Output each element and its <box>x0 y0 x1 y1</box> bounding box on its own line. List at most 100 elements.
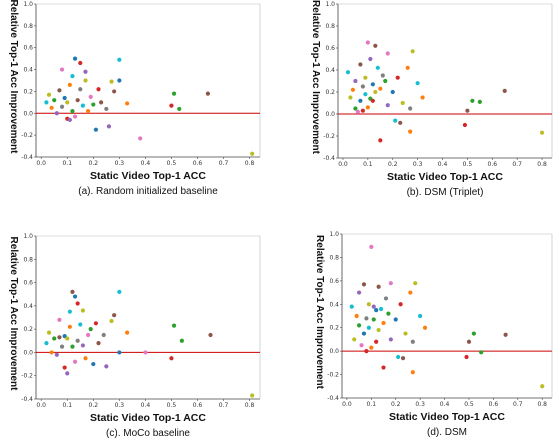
scatter-point <box>49 350 54 355</box>
scatter-point <box>371 317 376 322</box>
scatter-point <box>78 60 83 66</box>
scatter-point <box>373 43 378 48</box>
scatter-point <box>364 316 369 321</box>
scatter-point <box>365 40 370 45</box>
scatter-point <box>380 73 385 78</box>
scatter-point <box>352 337 357 342</box>
scatter-point <box>52 336 57 341</box>
x-tick-label: 0.4 <box>440 401 450 408</box>
scatter-point <box>106 124 112 129</box>
y-axis-label: Relative Top-1 Acc Improvement <box>314 235 325 390</box>
scatter-point <box>370 82 375 87</box>
scatter-point <box>360 84 365 89</box>
x-tick-label: 0.5 <box>167 402 177 409</box>
x-tick-label: 0.1 <box>62 160 72 167</box>
scatter-point <box>370 98 375 103</box>
scatter-point <box>345 70 351 75</box>
y-axis-label: Relative Top-1 Acc Improvement <box>8 237 19 392</box>
scatter-point <box>125 330 130 335</box>
scatter-point <box>410 339 415 344</box>
scatter-point <box>205 91 211 96</box>
scatter-point <box>398 302 403 307</box>
scatter-point <box>62 365 67 370</box>
scatter-point <box>471 331 476 336</box>
x-tick-label: 0.3 <box>115 160 125 167</box>
y-tick-label: 0.6 <box>329 278 339 285</box>
panel-caption: (c). MoCo baseline <box>106 428 190 439</box>
scatter-point <box>462 122 468 128</box>
scatter-point <box>177 106 182 112</box>
scatter-point <box>70 74 75 79</box>
y-tick-label: -0.2 <box>21 373 33 380</box>
scatter-point <box>171 323 177 328</box>
scatter-point <box>376 284 381 289</box>
x-axis-label: Static Video Top-1 ACC <box>90 170 206 182</box>
scatter-point <box>374 308 379 313</box>
scatter-point <box>464 354 469 360</box>
scatter-point <box>54 352 59 357</box>
scatter-point <box>99 100 104 105</box>
scatter-point <box>59 67 65 72</box>
scatter-point <box>46 330 52 335</box>
scatter-point <box>96 87 101 92</box>
scatter-point <box>361 331 367 336</box>
scatter-point <box>80 308 85 313</box>
scatter-point <box>59 344 65 349</box>
panel-caption: (b). DSM (Triplet) <box>407 187 484 198</box>
y-tick-label: -0.2 <box>21 132 33 139</box>
scatter-point <box>54 111 59 116</box>
y-tick-label: 0.4 <box>23 303 33 310</box>
x-tick-label: 0.8 <box>245 160 255 167</box>
x-tick-label: 0.3 <box>413 161 423 168</box>
x-tick-label: 0.6 <box>193 402 203 409</box>
scatter-point <box>477 99 482 104</box>
scatter-point <box>72 359 78 364</box>
scatter-point <box>83 356 88 361</box>
scatter-point <box>348 95 353 100</box>
scatter-point <box>413 281 418 286</box>
y-tick-label: -0.4 <box>327 395 339 402</box>
scatter-point <box>62 95 67 101</box>
scatter-point <box>381 365 386 370</box>
scatter-point <box>250 151 255 156</box>
scatter-point <box>358 62 363 67</box>
y-tick-label: 1.0 <box>329 231 339 238</box>
y-tick-label: 0.6 <box>23 280 33 287</box>
x-tick-label: 0.5 <box>463 161 473 168</box>
scatter-point <box>72 114 78 119</box>
scatter-point <box>385 51 390 56</box>
x-tick-label: 0.7 <box>219 160 229 167</box>
y-tick-label: -0.2 <box>327 372 339 379</box>
y-axis-label: Relative Top-1 Acc Improvement <box>310 0 321 155</box>
scatter-point <box>85 332 91 338</box>
y-tick-label: 0.4 <box>23 67 33 74</box>
y-tick-label: -0.4 <box>21 154 33 161</box>
scatter-point <box>143 350 148 355</box>
scatter-point <box>408 129 413 134</box>
scatter-point <box>75 301 80 306</box>
y-tick-label: 1.0 <box>23 233 33 240</box>
scatter-point <box>171 91 177 96</box>
y-tick-label: 0.8 <box>325 23 335 30</box>
scatter-point <box>355 109 361 114</box>
scatter-point <box>208 332 213 338</box>
scatter-point <box>400 356 406 361</box>
scatter-point <box>385 103 390 108</box>
scatter-point <box>109 318 114 324</box>
scatter-point <box>44 100 49 105</box>
scatter-point <box>396 354 401 360</box>
scatter-point <box>104 106 109 112</box>
scatter-point <box>418 313 423 319</box>
scatter-point <box>383 78 388 84</box>
scatter-point <box>75 338 80 343</box>
scatter-point <box>388 281 393 286</box>
x-tick-label: 0.0 <box>36 402 46 409</box>
scatter-point <box>503 332 508 337</box>
x-axis-label: Static Video Top-1 ACC <box>90 412 206 424</box>
chart-panel-3: -0.4 -0.2 0.0 0.2 0.4 0.6 0.8 1.0 0.0 0.1 0.2 0.3 0.… <box>8 233 261 439</box>
scatter-point <box>112 313 117 318</box>
scatter-point <box>83 69 88 74</box>
scatter-point <box>466 339 472 344</box>
scatter-point <box>465 108 470 113</box>
scatter-point <box>400 100 405 106</box>
